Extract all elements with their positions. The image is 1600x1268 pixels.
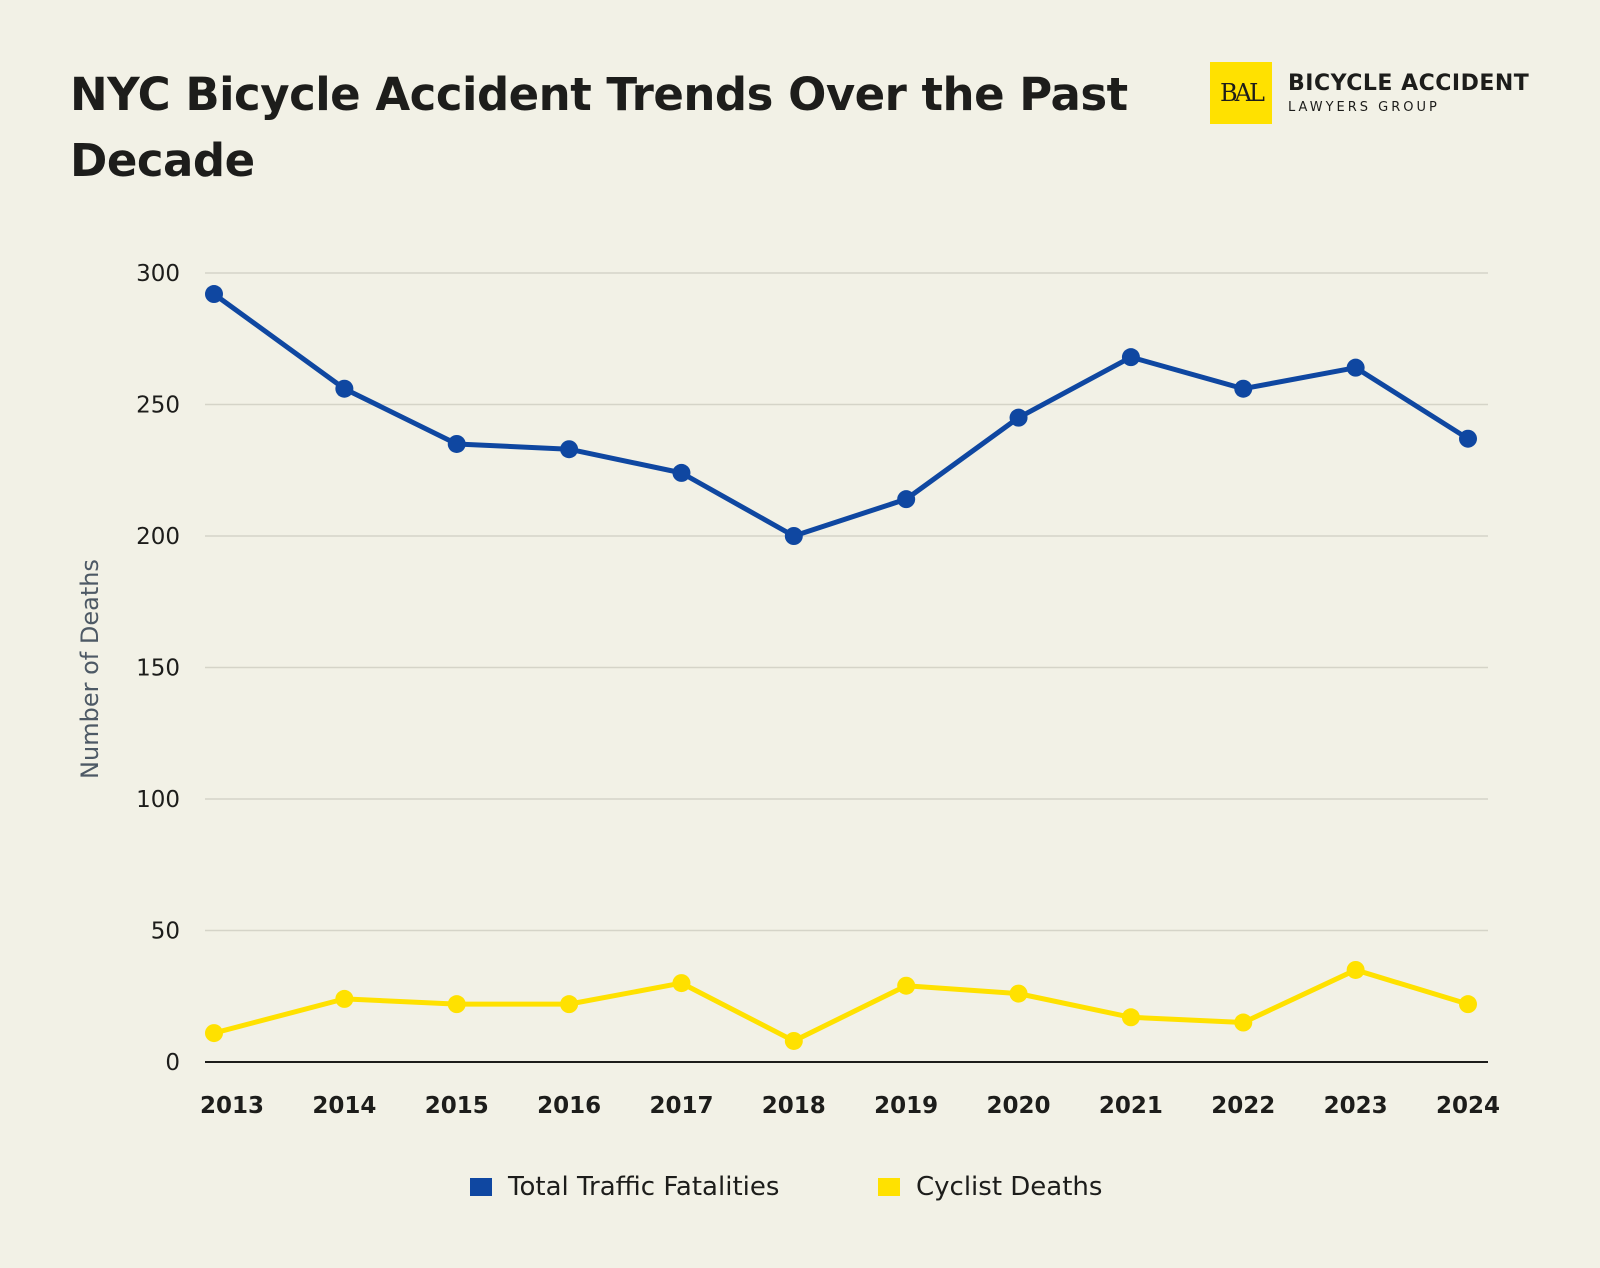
y-tick-label: 50: [151, 919, 180, 945]
legend-label-cyclist: Cyclist Deaths: [916, 1172, 1103, 1202]
data-point: [1459, 995, 1477, 1014]
legend-swatch-cyclist: [878, 1178, 900, 1196]
x-tick-label: 2022: [1211, 1093, 1275, 1119]
y-tick-label: 100: [136, 787, 180, 813]
x-tick-label: 2013: [200, 1093, 264, 1119]
x-tick-label: 2014: [312, 1093, 376, 1119]
data-point: [1234, 379, 1253, 398]
data-point: [1121, 1008, 1140, 1027]
x-tick-label: 2019: [874, 1093, 938, 1119]
x-tick-label: 2021: [1099, 1093, 1163, 1119]
y-tick-label: 150: [136, 656, 180, 682]
legend-item-cyclist: Cyclist Deaths: [878, 1172, 1102, 1202]
data-point: [205, 285, 223, 304]
data-point: [1459, 429, 1477, 448]
data-point: [1234, 1013, 1253, 1032]
x-tick-label: 2024: [1436, 1093, 1500, 1119]
data-point: [560, 995, 579, 1014]
data-point: [335, 989, 354, 1008]
data-point: [784, 527, 803, 545]
y-tick-label: 250: [136, 393, 180, 419]
data-point: [1009, 984, 1028, 1003]
series-line-1: [213, 967, 1469, 1044]
data-point: [897, 490, 916, 509]
data-point: [784, 1031, 803, 1050]
x-tick-label: 2016: [537, 1093, 601, 1119]
y-axis-label: Number of Deaths: [76, 559, 104, 779]
legend-item-total: Total Traffic Fatalities: [470, 1172, 779, 1202]
legend-swatch-total: [470, 1178, 492, 1196]
data-point: [1346, 960, 1365, 979]
data-point: [1121, 348, 1140, 367]
data-point: [1009, 408, 1028, 427]
x-tick-label: 2023: [1324, 1093, 1388, 1119]
data-point: [560, 440, 579, 459]
logo-sub-text: LAWYERS GROUP: [1288, 100, 1440, 115]
y-tick-label: 0: [165, 1050, 180, 1076]
x-tick-label: 2018: [762, 1093, 826, 1119]
data-point: [672, 974, 691, 993]
chart-title: NYC Bicycle Accident Trends Over the Pas…: [70, 68, 1128, 187]
logo-main-text: BICYCLE ACCIDENT: [1288, 71, 1530, 96]
logo-monogram: BAL: [1210, 62, 1272, 124]
x-tick-label: 2017: [649, 1093, 713, 1119]
y-tick-label: 200: [136, 524, 180, 550]
legend-label-total: Total Traffic Fatalities: [508, 1172, 780, 1202]
data-point: [205, 1024, 223, 1043]
series-line-0: [212, 292, 1470, 539]
brand-logo: BAL BICYCLE ACCIDENT LAWYERS GROUP: [1210, 62, 1529, 124]
x-tick-label: 2015: [425, 1093, 489, 1119]
y-tick-label: 300: [136, 261, 180, 287]
data-point: [335, 379, 354, 398]
data-point: [447, 995, 466, 1014]
data-point: [447, 434, 466, 453]
x-tick-label: 2020: [987, 1093, 1051, 1119]
data-point: [1346, 358, 1365, 377]
data-point: [672, 463, 691, 482]
data-point: [897, 976, 916, 995]
